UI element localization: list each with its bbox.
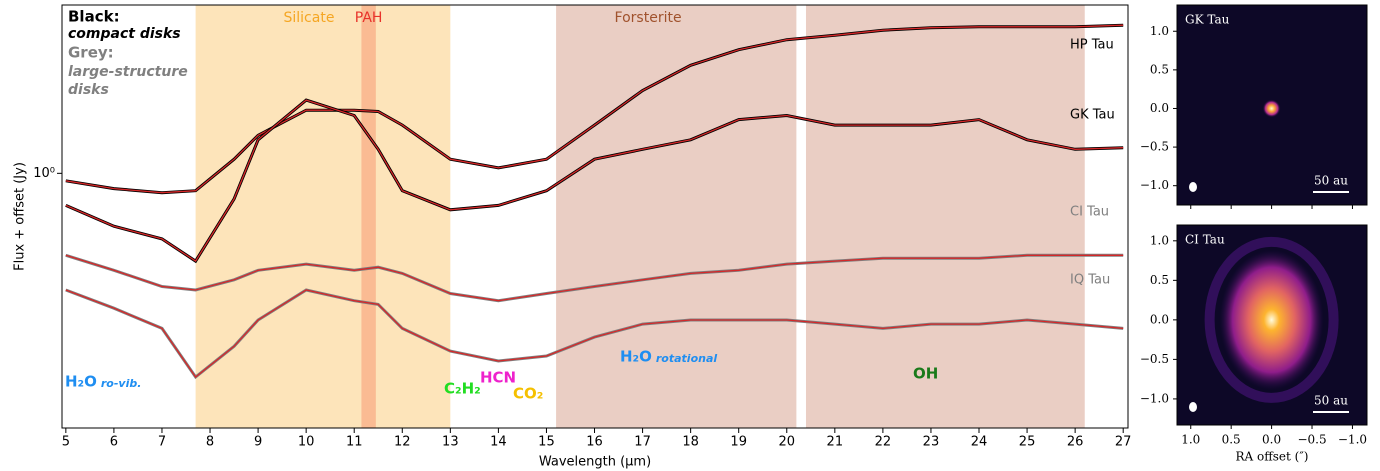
source-emission: [1219, 249, 1324, 390]
y-tick-label: −1.0: [1140, 178, 1169, 192]
y-tick-label: 1.0: [1150, 233, 1169, 247]
region: [556, 5, 797, 428]
legend-text: disks: [68, 82, 109, 98]
x-tick-label: 26: [1067, 435, 1084, 450]
y-tick-label: −0.5: [1140, 352, 1169, 366]
y-tick-label: 0.0: [1150, 101, 1169, 115]
legend-text: large-structure: [68, 64, 188, 80]
region-label: Forsterite: [615, 10, 682, 26]
x-tick-label: 1.0: [1181, 433, 1200, 447]
x-tick-label: 19: [730, 435, 747, 450]
model-fit: [65, 24, 1124, 194]
x-tick-label: 12: [394, 435, 411, 450]
scale-label: 50 au: [1314, 394, 1348, 408]
x-tick-label: 15: [538, 435, 555, 450]
region: [195, 5, 451, 428]
x-tick-label: 11: [346, 435, 363, 450]
y-tick-label: −0.5: [1140, 140, 1169, 154]
x-tick-label: −0.5: [1297, 433, 1326, 447]
y-tick-label: 1.0: [1150, 24, 1169, 38]
y-tick-label: 10⁰: [33, 166, 55, 181]
molecule-sublabel: ro-vib.: [101, 377, 142, 390]
x-tick-label: 21: [827, 435, 844, 450]
legend-text: compact disks: [68, 26, 181, 42]
x-tick-label: 24: [971, 435, 988, 450]
x-tick-label: 23: [923, 435, 940, 450]
x-tick-label: 10: [298, 435, 315, 450]
x-tick-label: 6: [110, 435, 118, 450]
beam: [1189, 182, 1197, 192]
y-tick-label: 0.5: [1150, 62, 1169, 76]
source-emission: [1262, 99, 1281, 118]
x-tick-label: 9: [254, 435, 262, 450]
x-tick-label: 22: [875, 435, 892, 450]
x-tick-label: 0.5: [1222, 433, 1241, 447]
region-label: Silicate: [284, 10, 335, 26]
x-tick-label: 25: [1019, 435, 1036, 450]
molecule-label: H₂O: [65, 373, 97, 391]
x-axis-label: Wavelength (μm): [539, 455, 651, 470]
x-tick-label: 8: [206, 435, 214, 450]
x-tick-label: 0.0: [1262, 433, 1281, 447]
legend-text: Grey:: [68, 44, 114, 62]
region: [361, 5, 376, 428]
molecule-sublabel: rotational: [656, 352, 718, 365]
molecule-label: C₂H₂: [444, 380, 481, 398]
scale-label: 50 au: [1314, 174, 1348, 188]
molecule-label: H₂O: [620, 348, 652, 366]
y-tick-label: −1.0: [1140, 391, 1169, 405]
x-tick-label: 7: [158, 435, 166, 450]
x-tick-label: 17: [634, 435, 651, 450]
y-axis-label: Flux + offset (Jy): [13, 162, 28, 271]
model-fit: [65, 254, 1124, 302]
molecule-label: HCN: [480, 369, 516, 387]
y-tick-label: 0.5: [1150, 273, 1169, 287]
molecule-label: OH: [913, 365, 938, 383]
x-tick-label: 14: [490, 435, 507, 450]
x-tick-label: 5: [62, 435, 70, 450]
x-axis-label: RA offset (″): [1235, 450, 1308, 464]
x-tick-label: 18: [682, 435, 699, 450]
outer-ring: [1204, 236, 1339, 403]
panel-title: CI Tau: [1185, 233, 1225, 247]
beam: [1189, 402, 1197, 412]
panel-title: GK Tau: [1185, 13, 1230, 27]
legend-text: Black:: [68, 8, 120, 26]
molecule-label: CO₂: [513, 385, 543, 403]
x-tick-label: 16: [586, 435, 603, 450]
model-fit: [65, 99, 1124, 263]
x-tick-label: 27: [1115, 435, 1132, 450]
source-label: HP Tau: [1070, 38, 1114, 53]
x-tick-label: −1.0: [1338, 433, 1367, 447]
region-label: PAH: [355, 10, 383, 26]
region: [805, 5, 1085, 428]
x-tick-label: 20: [778, 435, 795, 450]
y-tick-label: 0.0: [1150, 312, 1169, 326]
source-label: CI Tau: [1070, 205, 1109, 220]
source-label: GK Tau: [1070, 108, 1115, 123]
x-tick-label: 13: [442, 435, 459, 450]
model-fit: [65, 289, 1124, 378]
source-label: IQ Tau: [1070, 273, 1110, 288]
